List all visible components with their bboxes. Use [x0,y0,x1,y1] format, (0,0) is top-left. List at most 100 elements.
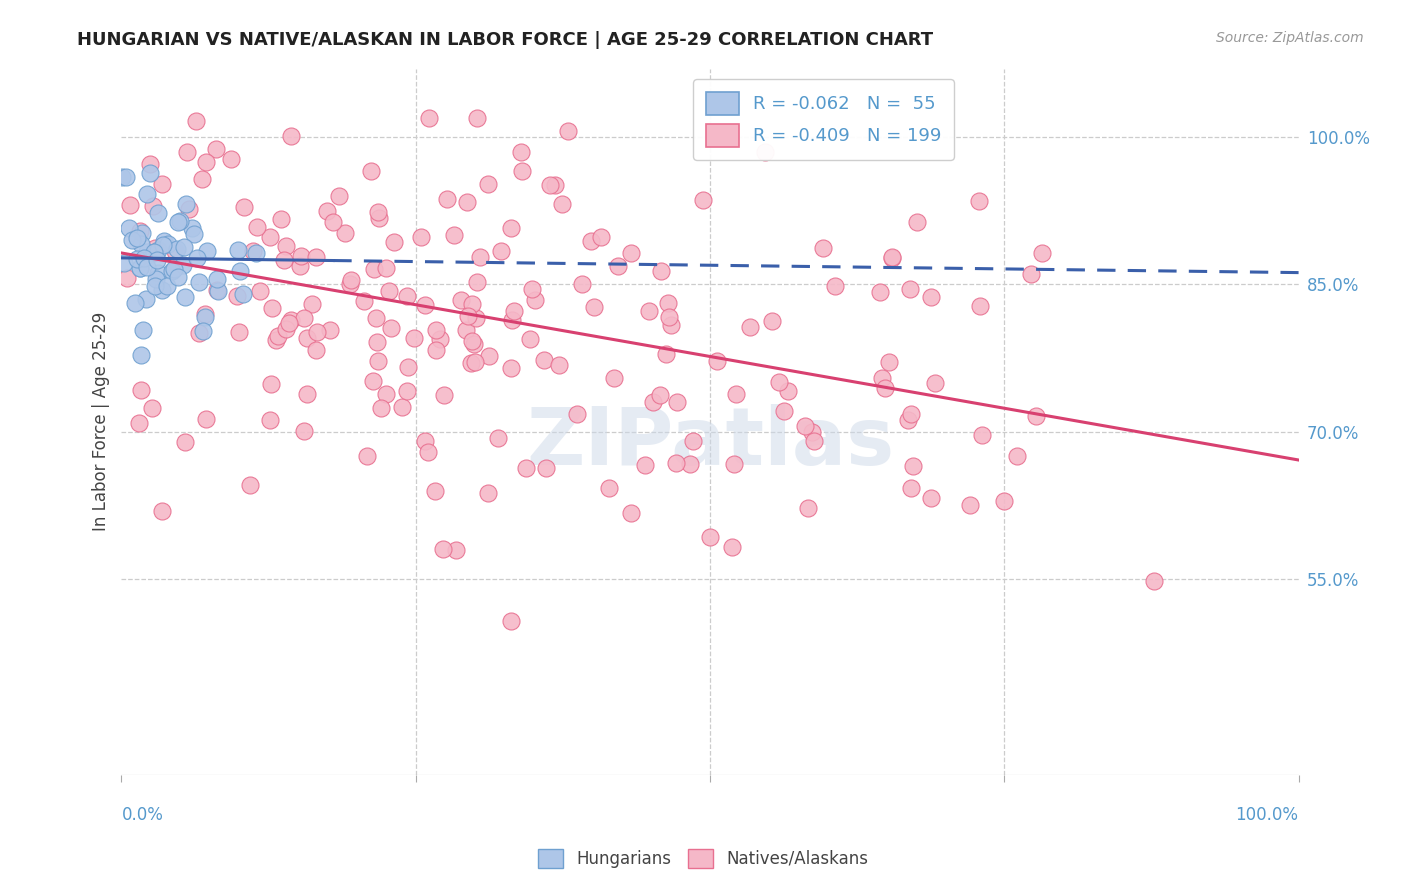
Point [132,251,155,265]
Point [117,220,139,235]
Point [470,250,492,264]
Point [754,145,776,159]
Point [364,310,387,325]
Point [295,386,318,401]
Point [367,354,389,368]
Point [768,376,790,390]
Point [797,501,820,516]
Point [540,178,562,193]
Point [242,244,264,258]
Point [305,343,328,357]
Point [1142,574,1164,589]
Point [363,262,385,277]
Point [276,239,298,253]
Point [129,348,152,362]
Point [993,493,1015,508]
Point [129,261,152,276]
Point [607,259,630,273]
Point [969,299,991,313]
Point [800,425,823,439]
Point [146,253,169,268]
Point [125,231,148,245]
Point [897,413,920,427]
Point [340,273,363,287]
Point [118,198,141,212]
Point [402,331,425,345]
Point [173,240,195,254]
Legend: R = -0.062   N =  55, R = -0.409   N = 199: R = -0.062 N = 55, R = -0.409 N = 199 [693,79,955,160]
Point [115,271,138,285]
Point [391,400,413,414]
Point [880,250,903,264]
Point [246,220,269,235]
Point [375,387,398,401]
Point [620,246,643,260]
Point [477,177,499,191]
Point [129,260,152,275]
Point [259,230,281,244]
Text: 100.0%: 100.0% [1236,806,1299,824]
Point [903,458,925,473]
Point [699,530,721,544]
Point [176,145,198,160]
Point [873,381,896,395]
Point [228,325,250,339]
Point [491,244,513,259]
Point [232,200,254,214]
Point [544,178,567,192]
Point [682,434,704,449]
Point [156,236,179,251]
Point [288,259,311,273]
Point [378,284,401,298]
Point [143,245,166,260]
Point [193,307,215,321]
Point [418,111,440,125]
Point [232,286,254,301]
Point [259,412,281,426]
Point [900,481,922,495]
Point [267,329,290,343]
Point [579,234,602,248]
Point [502,304,524,318]
Point [177,202,200,216]
Point [152,238,174,252]
Point [467,275,489,289]
Point [398,359,420,374]
Point [773,403,796,417]
Point [205,272,228,286]
Point [188,275,211,289]
Point [114,169,136,184]
Point [112,256,135,270]
Point [146,266,169,280]
Point [533,353,555,368]
Point [319,323,342,337]
Point [464,354,486,368]
Point [665,456,688,470]
Point [571,277,593,291]
Text: 0.0%: 0.0% [121,806,163,824]
Point [195,411,218,425]
Point [339,277,361,291]
Point [191,172,214,186]
Point [520,282,543,296]
Point [173,290,195,304]
Point [603,371,626,385]
Point [274,321,297,335]
Point [150,504,173,518]
Point [143,278,166,293]
Point [548,358,571,372]
Point [264,333,287,347]
Point [898,282,921,296]
Point [488,431,510,445]
Text: Source: ZipAtlas.com: Source: ZipAtlas.com [1216,31,1364,45]
Point [803,434,825,448]
Point [776,384,799,398]
Point [550,197,572,211]
Point [139,166,162,180]
Point [432,541,454,556]
Point [150,177,173,191]
Point [501,221,523,235]
Point [905,214,928,228]
Point [146,206,169,220]
Point [967,194,990,208]
